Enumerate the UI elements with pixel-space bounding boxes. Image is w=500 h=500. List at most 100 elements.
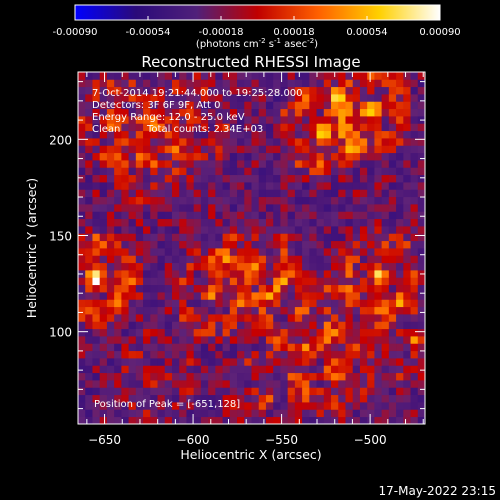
- heatmap-cell: [135, 160, 144, 168]
- heatmap-cell: [78, 152, 86, 161]
- heatmap-cell: [323, 394, 332, 403]
- heatmap-cell: [345, 94, 354, 102]
- heatmap-cell: [92, 277, 101, 286]
- heatmap-cell: [403, 402, 411, 410]
- heatmap-cell: [92, 336, 101, 344]
- heatmap-cell: [157, 130, 166, 139]
- heatmap-cell: [193, 160, 202, 168]
- heatmap-cell: [345, 226, 354, 234]
- heatmap-cell: [273, 94, 281, 102]
- heatmap-cell: [309, 116, 317, 124]
- heatmap-cell: [179, 328, 187, 337]
- heatmap-cell: [381, 336, 390, 344]
- heatmap-cell: [280, 292, 289, 300]
- heatmap-cell: [331, 79, 339, 88]
- heatmap-cell: [359, 196, 368, 205]
- heatmap-cell: [164, 196, 173, 205]
- heatmap-cell: [265, 101, 274, 110]
- heatmap-cell: [323, 226, 332, 234]
- heatmap-cell: [331, 116, 339, 124]
- heatmap-cell: [237, 226, 245, 234]
- heatmap-cell: [287, 211, 296, 220]
- heatmap-cell: [396, 402, 404, 410]
- heatmap-cell: [121, 292, 130, 300]
- heatmap-cell: [244, 204, 252, 212]
- heatmap-cell: [99, 116, 108, 124]
- heatmap-cell: [302, 189, 310, 198]
- heatmap-cell: [200, 306, 209, 315]
- heatmap-cell: [171, 152, 180, 161]
- heatmap-cell: [106, 218, 115, 227]
- heatmap-cell: [396, 328, 404, 337]
- heatmap-cell: [403, 138, 411, 146]
- heatmap-cell: [410, 358, 419, 366]
- heatmap-cell: [381, 321, 390, 330]
- heatmap-cell: [157, 306, 166, 315]
- heatmap-cell: [273, 336, 281, 344]
- heatmap-cell: [200, 196, 209, 205]
- heatmap-cell: [381, 218, 390, 227]
- heatmap-cell: [338, 204, 346, 212]
- heatmap-cell: [237, 321, 245, 330]
- heatmap-cell: [215, 167, 223, 176]
- heatmap-cell: [229, 130, 238, 139]
- heatmap-cell: [367, 292, 375, 300]
- heatmap-cell: [294, 160, 303, 168]
- heatmap-cell: [265, 138, 274, 146]
- heatmap-cell: [99, 123, 108, 132]
- heatmap-cell: [208, 130, 216, 139]
- heatmap-cell: [121, 204, 130, 212]
- heatmap-cell: [316, 123, 325, 132]
- heatmap-cell: [179, 160, 187, 168]
- heatmap-cell: [135, 306, 144, 315]
- heatmap-cell: [157, 292, 166, 300]
- heatmap-cell: [193, 167, 202, 176]
- heatmap-cell: [258, 248, 267, 256]
- heatmap-cell: [352, 365, 361, 374]
- heatmap-cell: [186, 130, 195, 139]
- heatmap-cell: [338, 402, 346, 410]
- heatmap-cell: [215, 255, 223, 264]
- heatmap-cell: [106, 138, 115, 146]
- heatmap-cell: [157, 416, 166, 424]
- heatmap-cell: [135, 277, 144, 286]
- heatmap-cell: [143, 262, 151, 271]
- annotation-energy-range: Energy Range: 12.0 - 25.0 keV: [92, 112, 245, 123]
- heatmap-cell: [128, 255, 137, 264]
- heatmap-cell: [215, 160, 223, 168]
- heatmap-cell: [215, 101, 223, 110]
- heatmap-cell: [331, 299, 339, 308]
- heatmap-cell: [157, 270, 166, 278]
- heatmap-cell: [374, 189, 383, 198]
- heatmap-cell: [265, 86, 274, 95]
- heatmap-cell: [150, 409, 158, 418]
- heatmap-cell: [237, 196, 245, 205]
- heatmap-cell: [287, 292, 296, 300]
- heatmap-cell: [208, 218, 216, 227]
- heatmap-cell: [417, 328, 425, 337]
- heatmap-cell: [128, 226, 137, 234]
- heatmap-cell: [99, 240, 108, 249]
- heatmap-cell: [200, 233, 209, 242]
- heatmap-cell: [403, 343, 411, 352]
- heatmap-cell: [345, 123, 354, 132]
- heatmap-cell: [135, 94, 144, 102]
- heatmap-cell: [309, 226, 317, 234]
- heatmap-cell: [403, 321, 411, 330]
- heatmap-cell: [410, 123, 419, 132]
- heatmap-cell: [294, 306, 303, 315]
- heatmap-cell: [106, 292, 115, 300]
- heatmap-cell: [323, 402, 332, 410]
- heatmap-cell: [388, 211, 397, 220]
- heatmap-cell: [150, 372, 158, 381]
- heatmap-cell: [359, 270, 368, 278]
- heatmap-cell: [179, 262, 187, 271]
- heatmap-cell: [164, 255, 173, 264]
- heatmap-cell: [237, 358, 245, 366]
- heatmap-cell: [265, 402, 274, 410]
- heatmap-cell: [164, 416, 173, 424]
- heatmap-cell: [331, 204, 339, 212]
- heatmap-cell: [135, 182, 144, 190]
- heatmap-cell: [200, 240, 209, 249]
- heatmap-cell: [193, 358, 202, 366]
